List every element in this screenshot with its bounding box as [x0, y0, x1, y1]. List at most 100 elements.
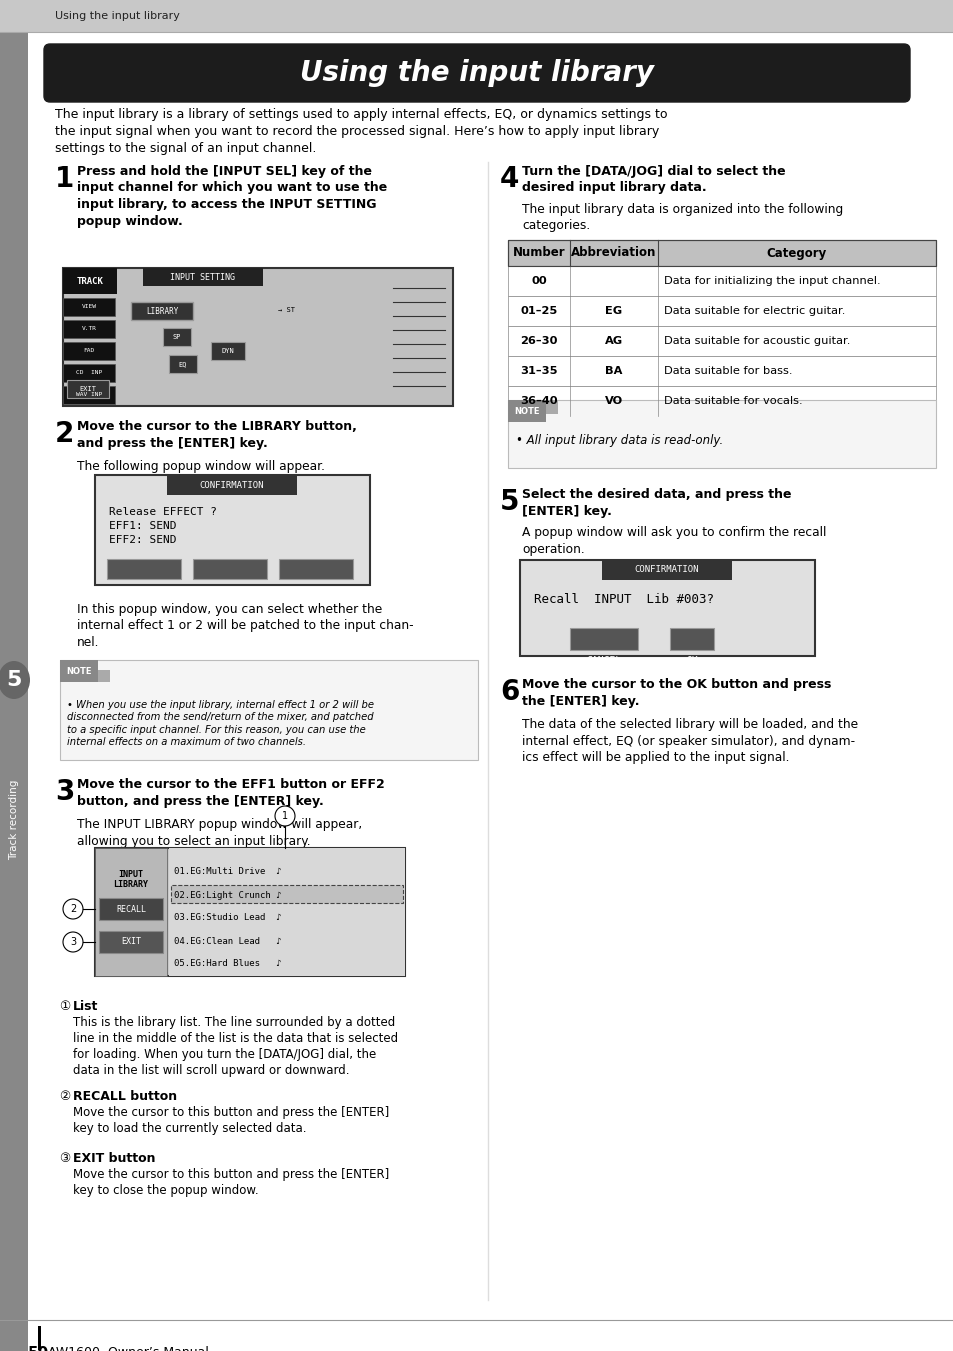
- Text: Abbreviation: Abbreviation: [571, 246, 656, 259]
- Bar: [507, 240, 935, 266]
- Bar: [0, 32, 28, 1351]
- Text: 31–35: 31–35: [519, 366, 558, 376]
- Bar: [601, 561, 731, 580]
- Text: WAV INP: WAV INP: [76, 393, 102, 397]
- Text: SP: SP: [172, 334, 181, 340]
- Text: INPUT SETTING: INPUT SETTING: [171, 273, 235, 281]
- Text: Move the cursor to the OK button and press
the [ENTER] key.: Move the cursor to the OK button and pre…: [521, 678, 830, 708]
- Bar: [67, 380, 109, 399]
- Circle shape: [63, 932, 83, 952]
- Bar: [519, 561, 814, 657]
- Text: In this popup window, you can select whether the
internal effect 1 or 2 will be : In this popup window, you can select whe…: [77, 603, 414, 648]
- Text: EFF 1: EFF 1: [216, 586, 243, 596]
- Text: 1: 1: [282, 811, 288, 821]
- Bar: [507, 240, 935, 266]
- Bar: [163, 328, 191, 346]
- Circle shape: [274, 807, 294, 825]
- Bar: [507, 326, 935, 357]
- Bar: [143, 267, 263, 286]
- Text: A popup window will ask you to confirm the recall
operation.: A popup window will ask you to confirm t…: [521, 526, 825, 555]
- Text: The input library data is organized into the following
categories.: The input library data is organized into…: [521, 203, 842, 232]
- Bar: [171, 885, 402, 902]
- Text: Track recording: Track recording: [9, 780, 19, 861]
- Text: Move the cursor to the EFF1 button or EFF2
button, and press the [ENTER] key.: Move the cursor to the EFF1 button or EF…: [77, 778, 384, 808]
- Bar: [99, 898, 163, 920]
- Bar: [131, 303, 193, 320]
- Text: FAD: FAD: [83, 349, 94, 354]
- Text: VIEW: VIEW: [81, 304, 96, 309]
- Text: 3: 3: [70, 938, 76, 947]
- Bar: [545, 400, 558, 413]
- Bar: [38, 1325, 41, 1350]
- Text: 3: 3: [55, 778, 74, 807]
- Bar: [107, 559, 181, 580]
- Text: EQ: EQ: [178, 361, 187, 367]
- Bar: [507, 357, 935, 386]
- Bar: [63, 267, 117, 295]
- Text: OK: OK: [685, 657, 698, 666]
- Text: BA: BA: [604, 366, 622, 376]
- Text: Release EFFECT ?
EFF1: SEND
EFF2: SEND: Release EFFECT ? EFF1: SEND EFF2: SEND: [109, 507, 216, 544]
- Text: Data suitable for acoustic guitar.: Data suitable for acoustic guitar.: [663, 336, 849, 346]
- Bar: [99, 931, 163, 952]
- Text: CONFIRMATION: CONFIRMATION: [199, 481, 264, 489]
- Bar: [211, 342, 245, 359]
- Bar: [507, 400, 935, 467]
- Text: • All input library data is read-only.: • All input library data is read-only.: [516, 434, 722, 447]
- Text: Category: Category: [766, 246, 826, 259]
- Text: RECALL button: RECALL button: [73, 1090, 177, 1102]
- Text: → ST: → ST: [277, 307, 294, 313]
- Text: EXIT: EXIT: [121, 938, 141, 947]
- Text: AW1600  Owner’s Manual: AW1600 Owner’s Manual: [48, 1346, 209, 1351]
- Text: CANCEL: CANCEL: [586, 657, 621, 666]
- Text: 1: 1: [55, 165, 74, 193]
- Bar: [63, 363, 115, 382]
- Text: V.TR: V.TR: [81, 327, 96, 331]
- Text: 04.EG:Clean Lead   ♪: 04.EG:Clean Lead ♪: [173, 936, 281, 946]
- Text: The data of the selected library will be loaded, and the
internal effect, EQ (or: The data of the selected library will be…: [521, 717, 858, 765]
- Text: Turn the [DATA/JOG] dial to select the
desired input library data.: Turn the [DATA/JOG] dial to select the d…: [521, 165, 785, 195]
- Text: Move the cursor to this button and press the [ENTER]
key to close the popup wind: Move the cursor to this button and press…: [73, 1169, 389, 1197]
- Text: Using the input library: Using the input library: [55, 11, 180, 22]
- Text: TRACK: TRACK: [76, 277, 103, 285]
- Bar: [60, 661, 477, 761]
- Text: ②: ②: [59, 1090, 71, 1102]
- Text: 2: 2: [70, 904, 76, 915]
- Text: NOTE: NOTE: [514, 407, 539, 416]
- Text: 36–40: 36–40: [519, 396, 558, 407]
- Bar: [60, 661, 98, 682]
- Text: Using the input library: Using the input library: [299, 59, 654, 86]
- Text: 5: 5: [7, 670, 22, 690]
- Text: Data suitable for vocals.: Data suitable for vocals.: [663, 396, 801, 407]
- Text: EFF 2: EFF 2: [302, 586, 329, 596]
- Text: ③: ③: [59, 1152, 71, 1165]
- Bar: [95, 848, 405, 975]
- Bar: [169, 355, 196, 373]
- Text: Data for initializing the input channel.: Data for initializing the input channel.: [663, 276, 880, 286]
- Ellipse shape: [0, 661, 30, 698]
- Text: 6: 6: [499, 678, 518, 707]
- Bar: [98, 670, 110, 682]
- Text: DYN: DYN: [221, 349, 234, 354]
- Bar: [507, 386, 935, 416]
- Text: Move the cursor to the LIBRARY button,
and press the [ENTER] key.: Move the cursor to the LIBRARY button, a…: [77, 420, 356, 450]
- Text: Data suitable for electric guitar.: Data suitable for electric guitar.: [663, 305, 844, 316]
- Text: 50: 50: [28, 1346, 50, 1351]
- Bar: [193, 559, 267, 580]
- Bar: [63, 299, 115, 316]
- Text: EXIT: EXIT: [79, 386, 96, 392]
- Text: CD  INP: CD INP: [76, 370, 102, 376]
- Bar: [169, 848, 405, 975]
- Text: NOTE: NOTE: [66, 666, 91, 676]
- Text: 01.EG:Multi Drive  ♪: 01.EG:Multi Drive ♪: [173, 867, 281, 877]
- Text: INPUT
LIBRARY: INPUT LIBRARY: [113, 870, 149, 889]
- Text: LIBRARY: LIBRARY: [146, 307, 178, 316]
- Text: EG: EG: [605, 305, 622, 316]
- Bar: [507, 296, 935, 326]
- Bar: [0, 0, 953, 32]
- Text: 02.EG:Light Crunch ♪: 02.EG:Light Crunch ♪: [173, 890, 281, 900]
- Text: The following popup window will appear.: The following popup window will appear.: [77, 459, 325, 473]
- Bar: [569, 628, 638, 650]
- Bar: [63, 267, 453, 407]
- Bar: [507, 400, 545, 422]
